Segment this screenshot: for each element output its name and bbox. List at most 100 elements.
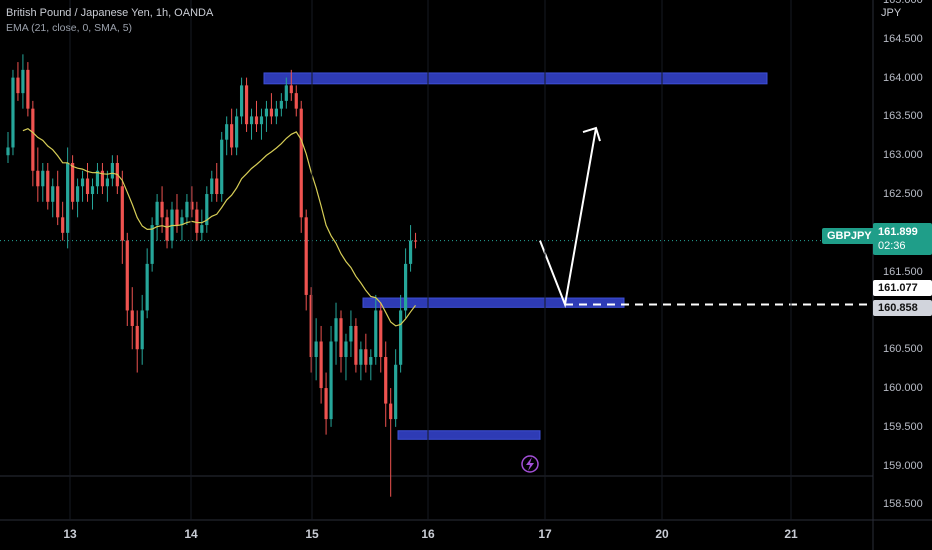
price-tick-label: 164.000 xyxy=(883,71,923,84)
candle-body xyxy=(289,85,293,94)
candle-body xyxy=(384,357,388,404)
current-price-value: 161.899 xyxy=(878,226,918,238)
price-tick-label: 160.000 xyxy=(883,382,923,395)
candle-body xyxy=(100,170,105,187)
ema-indicator-label: EMA (21, close, 0, SMA, 5) xyxy=(6,22,133,34)
symbol-title: British Pound / Japanese Yen, 1h, OANDA xyxy=(6,7,214,19)
candle-body xyxy=(379,310,383,358)
candle-body xyxy=(210,178,214,195)
candle-body xyxy=(140,310,144,350)
candle-body xyxy=(130,310,134,326)
symbol-badge-label: GBPJPY xyxy=(827,230,872,242)
candle-body xyxy=(120,186,124,241)
price-tick-label: 161.500 xyxy=(883,265,923,278)
candle-body xyxy=(16,77,20,94)
candle-body xyxy=(85,178,90,195)
price-tick-label: 162.500 xyxy=(883,188,923,201)
candle-body xyxy=(75,186,80,202)
candle-body xyxy=(264,108,269,117)
candle-body xyxy=(135,325,139,350)
candle-body xyxy=(269,108,274,117)
candle-body xyxy=(284,85,288,101)
symbol-badge: GBPJPY xyxy=(822,228,877,244)
bar-countdown: 02:36 xyxy=(878,240,906,252)
candle-body xyxy=(364,349,368,365)
candle-body xyxy=(309,294,313,358)
candle-body xyxy=(244,85,249,125)
candle-body xyxy=(389,403,393,420)
candle-body xyxy=(304,217,308,295)
candle-body xyxy=(359,349,363,365)
candle-body xyxy=(110,162,114,179)
price-tick-label: 163.500 xyxy=(883,110,923,123)
time-tick-label: 21 xyxy=(784,527,798,541)
level-tag-lower-value: 160.858 xyxy=(878,302,918,314)
candle-body xyxy=(334,318,338,342)
currency-label: JPY xyxy=(881,7,902,19)
candle-body xyxy=(90,186,95,195)
level-tag-lower: 160.858 xyxy=(873,300,932,316)
candle-body xyxy=(279,100,283,109)
time-tick-label: 13 xyxy=(63,527,77,541)
candle-body xyxy=(294,93,298,109)
candle-body xyxy=(220,139,224,195)
zone-breakout xyxy=(362,297,625,308)
projection-arrowhead xyxy=(582,126,601,142)
candle-body xyxy=(235,116,239,148)
candle-body xyxy=(354,325,358,365)
time-tick-label: 17 xyxy=(538,527,552,541)
price-tick-label: 159.500 xyxy=(883,420,923,433)
price-tick-label: 165.000 xyxy=(883,0,923,6)
candle-body xyxy=(145,263,149,311)
candle-body xyxy=(239,85,244,117)
price-axis[interactable]: 165.000 164.500 164.000 163.500 163.000 162.5… xyxy=(873,0,932,520)
price-tick-label: 158.500 xyxy=(883,498,923,511)
candle-body xyxy=(11,77,15,148)
candle-body xyxy=(274,108,278,117)
candle-body xyxy=(41,170,45,187)
candle-body xyxy=(61,217,65,233)
lightning-icon xyxy=(526,457,534,471)
candle-body xyxy=(31,108,35,171)
candle-body xyxy=(150,225,154,264)
candle-body xyxy=(225,124,229,140)
time-tick-label: 20 xyxy=(655,527,669,541)
candle-body xyxy=(165,217,169,241)
candle-body xyxy=(155,201,159,226)
candle-body xyxy=(180,217,184,226)
candle-body xyxy=(105,178,109,187)
candle-body xyxy=(249,116,254,125)
candle-body xyxy=(215,178,219,195)
candle-body xyxy=(369,357,373,365)
price-tick-label: 159.000 xyxy=(883,459,923,472)
candle-body xyxy=(374,310,378,358)
chart-legend: British Pound / Japanese Yen, 1h, OANDA … xyxy=(6,6,213,36)
candle-body xyxy=(175,209,179,226)
time-tick-label: 16 xyxy=(421,527,435,541)
zone-resistance xyxy=(263,72,768,85)
candle-body xyxy=(319,341,323,389)
candle-body xyxy=(394,364,398,420)
candle-body xyxy=(6,147,10,156)
candle-body xyxy=(408,240,413,264)
candle-body xyxy=(324,388,328,420)
candle-body xyxy=(200,225,204,233)
time-tick-label: 15 xyxy=(305,527,319,541)
candle-body xyxy=(344,341,348,358)
candle-body xyxy=(190,201,194,210)
candle-body xyxy=(185,201,189,218)
price-tick-label: 163.000 xyxy=(883,149,923,162)
ema-line xyxy=(22,128,416,327)
candle-body xyxy=(399,310,403,365)
candle-body xyxy=(71,162,75,202)
candle-body xyxy=(299,108,303,218)
time-tick-label: 14 xyxy=(184,527,198,541)
candle-body xyxy=(230,124,234,148)
price-tick-label: 164.500 xyxy=(883,32,923,45)
candle-body xyxy=(205,194,209,226)
zone-support xyxy=(397,430,541,440)
candle-body xyxy=(349,325,353,342)
level-tag-upper: 161.077 xyxy=(873,280,932,296)
candle-body xyxy=(329,341,333,420)
